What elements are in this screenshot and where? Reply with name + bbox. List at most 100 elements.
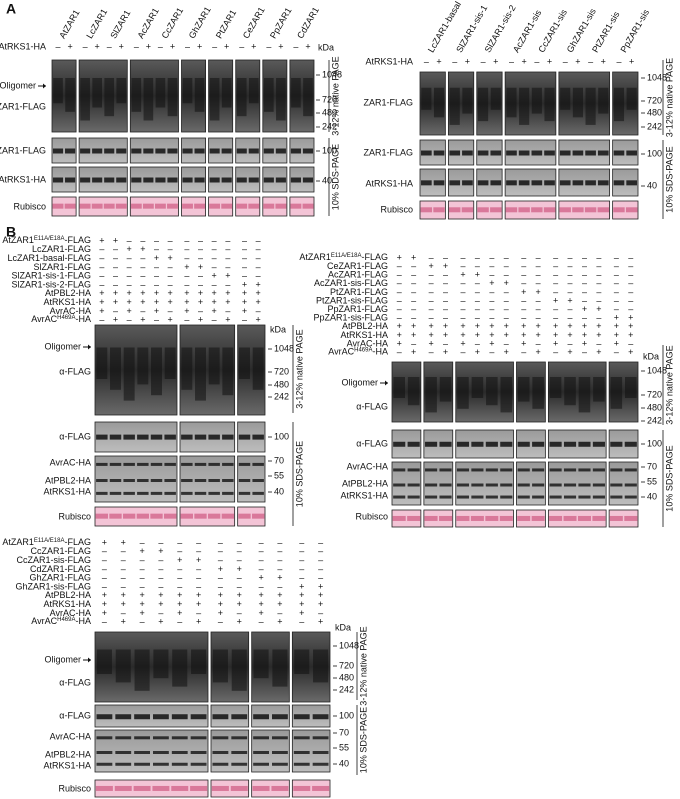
band-smear bbox=[231, 649, 247, 691]
band bbox=[142, 203, 154, 209]
sign: + bbox=[521, 338, 526, 348]
band bbox=[517, 515, 531, 521]
condition-label: AtRKS1-HA bbox=[43, 599, 91, 609]
sign: + bbox=[67, 41, 72, 51]
sign: – bbox=[242, 262, 247, 272]
band bbox=[152, 785, 170, 791]
sign: + bbox=[184, 297, 189, 307]
sign: – bbox=[113, 244, 118, 254]
sign: – bbox=[460, 347, 465, 357]
sign: + bbox=[218, 599, 223, 609]
sign: – bbox=[154, 244, 159, 254]
band bbox=[182, 203, 193, 209]
sign: – bbox=[239, 41, 244, 51]
sign: – bbox=[184, 315, 189, 325]
sign: – bbox=[168, 235, 173, 245]
row-label: AvrAC-HA bbox=[50, 457, 91, 467]
band bbox=[543, 207, 556, 213]
sign: + bbox=[121, 537, 126, 547]
marker-label: 1048 bbox=[647, 365, 667, 375]
sign: – bbox=[121, 581, 126, 591]
sign: + bbox=[154, 288, 159, 298]
band-smear bbox=[598, 87, 609, 114]
sign: – bbox=[411, 338, 416, 348]
sign: – bbox=[397, 304, 402, 314]
sign: + bbox=[99, 288, 104, 298]
band bbox=[194, 491, 207, 495]
condition-name: AtZAR1 bbox=[2, 235, 34, 245]
band bbox=[456, 441, 470, 447]
blot bbox=[208, 196, 234, 217]
sign: – bbox=[596, 270, 601, 280]
sign: + bbox=[567, 321, 572, 331]
sign: + bbox=[121, 617, 126, 627]
sign: – bbox=[521, 313, 526, 323]
sign: + bbox=[397, 338, 402, 348]
blot bbox=[291, 779, 331, 798]
sign: – bbox=[140, 235, 145, 245]
sign: + bbox=[553, 295, 558, 305]
sign: + bbox=[197, 41, 202, 51]
sign: + bbox=[119, 41, 124, 51]
sign: + bbox=[628, 347, 633, 357]
sign: – bbox=[504, 287, 509, 297]
band-smear bbox=[421, 87, 432, 110]
sign: – bbox=[140, 573, 145, 583]
sign: + bbox=[628, 321, 633, 331]
superscript: E11A/E18A bbox=[331, 253, 362, 259]
band bbox=[221, 203, 233, 209]
sign: + bbox=[428, 261, 433, 271]
sign: + bbox=[102, 599, 107, 609]
marker-label: 100 bbox=[274, 431, 289, 441]
sign: + bbox=[237, 564, 242, 574]
band-smear bbox=[181, 347, 193, 390]
band bbox=[194, 148, 205, 154]
sign: – bbox=[521, 304, 526, 314]
sign: – bbox=[443, 287, 448, 297]
band bbox=[221, 513, 234, 519]
blot bbox=[94, 421, 178, 453]
band bbox=[194, 479, 207, 482]
band bbox=[597, 150, 609, 156]
band bbox=[167, 177, 178, 183]
band bbox=[433, 207, 445, 213]
band-smear bbox=[96, 347, 108, 379]
band bbox=[212, 736, 229, 740]
superscript: E11A/E18A bbox=[34, 236, 65, 242]
sign: – bbox=[102, 617, 107, 627]
condition-suffix: -FLAG bbox=[64, 235, 91, 245]
band bbox=[104, 177, 115, 183]
condition-label: AvrACH469A-HA bbox=[31, 617, 91, 627]
sign: – bbox=[628, 304, 633, 314]
row-label: AtRKS1-HA bbox=[340, 490, 388, 500]
band bbox=[624, 468, 637, 472]
band bbox=[96, 762, 113, 766]
band bbox=[293, 785, 311, 791]
sign: – bbox=[259, 537, 264, 547]
sign: – bbox=[225, 253, 230, 263]
sign: – bbox=[185, 41, 190, 51]
band bbox=[597, 180, 609, 186]
band bbox=[109, 491, 122, 495]
sign: + bbox=[102, 537, 107, 547]
band-smear bbox=[449, 87, 460, 125]
sign: + bbox=[536, 347, 541, 357]
blot bbox=[237, 506, 266, 527]
sign: – bbox=[504, 261, 509, 271]
sign: – bbox=[140, 306, 145, 316]
blot bbox=[94, 779, 209, 798]
band-smear bbox=[457, 377, 469, 409]
sign: – bbox=[536, 252, 541, 262]
sign: + bbox=[504, 330, 509, 340]
sign: – bbox=[568, 270, 573, 280]
sign: – bbox=[596, 313, 601, 323]
band bbox=[208, 491, 220, 495]
row-label: AvrAC-HA bbox=[50, 731, 91, 741]
band bbox=[137, 434, 149, 440]
sign: – bbox=[198, 279, 203, 289]
sign: + bbox=[196, 555, 201, 565]
marker-label: 242 bbox=[647, 121, 662, 131]
band bbox=[190, 751, 207, 754]
band bbox=[65, 177, 76, 183]
sign: – bbox=[277, 581, 282, 591]
